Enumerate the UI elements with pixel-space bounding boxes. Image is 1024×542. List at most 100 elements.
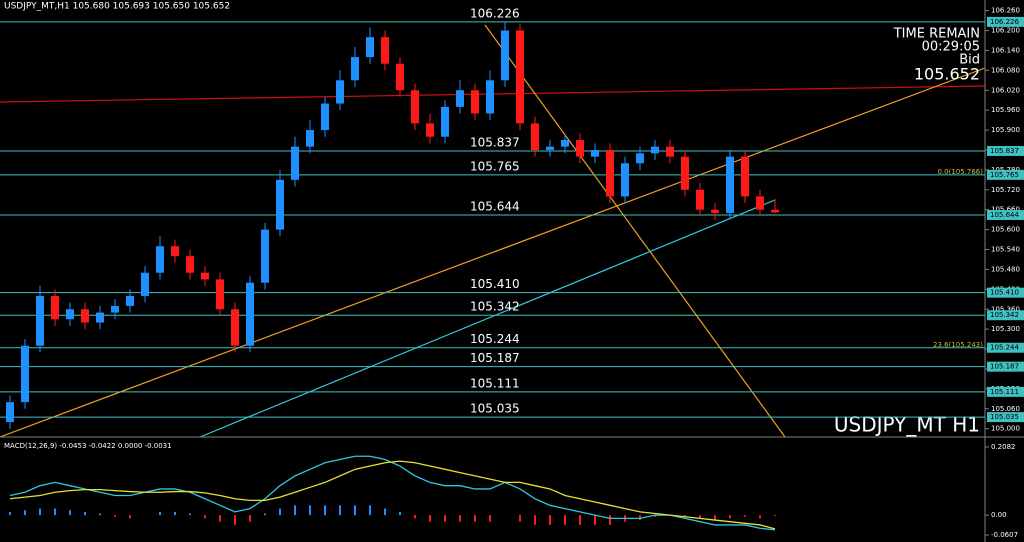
level-tag [987, 386, 1024, 397]
candle-body [96, 312, 104, 323]
y-tick-label: -0.0607 [991, 531, 1018, 539]
candle-body [171, 246, 179, 257]
y-tick-label: 0.2082 [991, 443, 1016, 451]
candle-body [21, 345, 29, 403]
candle-body [6, 402, 14, 423]
candle-body [66, 309, 74, 320]
y-tick-label: 105.540 [991, 246, 1020, 254]
candle-body [126, 295, 134, 306]
y-tick-label: 106.260 [991, 7, 1020, 15]
candle-body [666, 146, 674, 157]
level-tag [987, 310, 1024, 321]
fib-label: 23.6(105.243) [933, 341, 983, 349]
candle-body [561, 140, 569, 147]
y-tick-label: 105.600 [991, 226, 1020, 234]
candle-body [246, 282, 254, 346]
fib-label: 0.0(105.766) [937, 168, 983, 176]
time-remain: 00:29:05 [922, 40, 980, 55]
candle-body [546, 146, 554, 150]
y-tick-label: 105.360 [991, 305, 1020, 313]
level-tag-label: 105.035 [990, 413, 1019, 421]
candle-body [36, 295, 44, 346]
bid-label: Bid [959, 53, 980, 68]
level-tag [987, 210, 1024, 221]
downtrend-line [484, 24, 786, 438]
level-label: 105.342 [470, 300, 520, 314]
level-label: 105.410 [470, 277, 520, 291]
bid-price: 105.652 [914, 65, 980, 84]
y-tick-label: 105.900 [991, 126, 1020, 134]
level-tag-label: 105.111 [990, 388, 1019, 396]
y-tick-label: 105.480 [991, 265, 1020, 273]
y-tick-label: 106.200 [991, 27, 1020, 35]
candle-body [111, 305, 119, 313]
time-remain-label: TIME REMAIN [893, 27, 980, 42]
level-tag [987, 169, 1024, 180]
y-tick-label: 106.020 [991, 86, 1020, 94]
level-tag-label: 105.765 [990, 171, 1019, 179]
y-tick-label: 105.300 [991, 325, 1020, 333]
level-tag [987, 16, 1024, 27]
candle-body [381, 37, 389, 64]
candle-body [591, 149, 599, 157]
candle-body [201, 272, 209, 280]
y-tick-label: 105.720 [991, 186, 1020, 194]
level-label: 105.035 [470, 402, 520, 416]
candle-body [741, 156, 749, 197]
candle-body [156, 246, 164, 273]
level-label: 105.244 [470, 332, 520, 346]
level-label: 106.226 [470, 6, 520, 20]
candle-body [291, 146, 299, 180]
candle-body [51, 295, 59, 320]
candle-body [456, 90, 464, 107]
y-tick-label: 105.660 [991, 206, 1020, 214]
level-tag [987, 287, 1024, 298]
candle-body [441, 106, 449, 137]
level-label: 105.837 [470, 135, 520, 149]
level-tag-label: 105.187 [990, 363, 1019, 371]
level-tag [987, 412, 1024, 423]
level-tag-label: 105.244 [990, 344, 1019, 352]
candle-body [261, 229, 269, 283]
candle-body [771, 209, 779, 213]
candle-body [726, 156, 734, 214]
candle-body [231, 309, 239, 346]
y-tick-label: 105.000 [991, 425, 1020, 433]
candle-body [141, 272, 149, 296]
level-tag-label: 105.410 [990, 289, 1019, 297]
macd-line [9, 455, 776, 531]
level-label: 105.644 [470, 200, 520, 214]
candle-body [276, 179, 284, 230]
candle-body [306, 130, 314, 147]
level-label: 105.111 [470, 376, 520, 390]
y-tick-label: 105.060 [991, 405, 1020, 413]
macd-label: MACD(12,26,9) -0.0453 -0.0422 0.0000 -0.… [4, 442, 172, 450]
level-tag-label: 105.342 [990, 311, 1019, 319]
candle-body [336, 80, 344, 104]
moving-average [199, 199, 776, 438]
candle-body [756, 196, 764, 210]
candle-body [681, 156, 689, 190]
candle-body [321, 103, 329, 131]
level-tag-label: 105.837 [990, 147, 1019, 155]
level-tag [987, 145, 1024, 156]
uptrend-line [0, 67, 986, 438]
level-tag-label: 106.226 [990, 18, 1019, 26]
candle-body [351, 57, 359, 81]
macd-line [9, 460, 776, 530]
candle-body [216, 279, 224, 310]
y-tick-label: 106.080 [991, 66, 1020, 74]
candle-body [576, 140, 584, 157]
candle-body [486, 80, 494, 114]
candle-body [621, 163, 629, 197]
candle-body [396, 63, 404, 91]
candle-body [366, 37, 374, 58]
y-tick-label: 105.960 [991, 106, 1020, 114]
candle-body [606, 149, 614, 197]
candle-body [516, 30, 524, 124]
y-tick-label: 106.140 [991, 46, 1020, 54]
candle-body [471, 90, 479, 114]
